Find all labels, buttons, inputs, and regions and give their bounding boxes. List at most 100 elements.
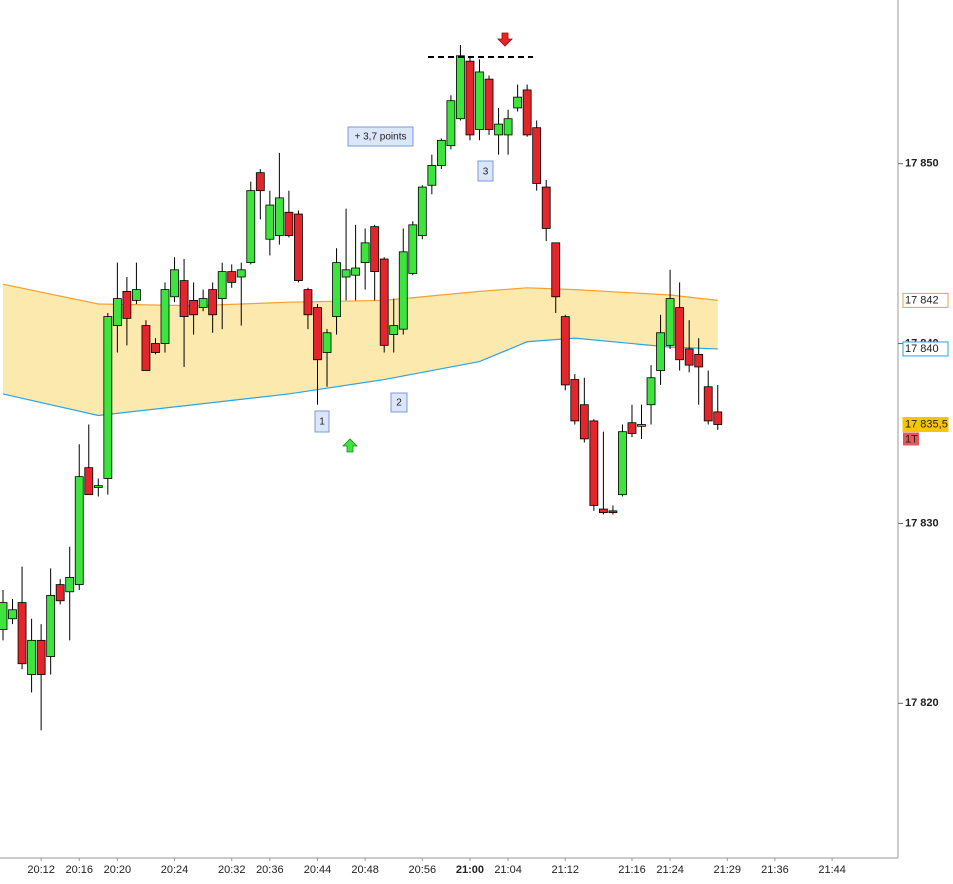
candle-body	[665, 298, 675, 346]
candle-body	[341, 269, 351, 278]
candle-body	[522, 89, 532, 136]
marker-label: 1	[319, 417, 325, 428]
y-tick-label: 17 820	[905, 697, 939, 709]
x-tick-label: 21:12	[552, 864, 580, 876]
candle-body	[608, 510, 618, 514]
candle-body	[65, 576, 75, 593]
candle-body	[398, 251, 408, 330]
candle-body	[112, 298, 122, 326]
candle-body	[246, 190, 256, 264]
candle-body	[436, 139, 446, 166]
x-tick-label: 20:12	[27, 864, 55, 876]
candle-body	[74, 476, 84, 585]
candle-body	[598, 508, 608, 514]
candle-body	[360, 242, 370, 264]
ma-band	[3, 284, 718, 416]
price-tag-label: 17 842	[905, 294, 939, 306]
candle-body	[151, 343, 160, 353]
candle-body	[265, 204, 275, 240]
candle-body	[17, 602, 27, 665]
candle-body	[274, 197, 284, 237]
candle-body	[236, 269, 246, 278]
x-tick-label: 20:36	[256, 864, 284, 876]
candle-body	[446, 100, 456, 147]
y-tick-label: 17 850	[905, 158, 939, 170]
candle-body	[84, 467, 94, 496]
candle-body	[294, 213, 303, 282]
candle-layer	[0, 44, 723, 731]
candle-body	[179, 280, 189, 317]
axis-layer: 17 850 17 840 17 830 17 820 20:12 20:16 20:20 2…	[27, 158, 949, 876]
x-tick-label: 20:24	[161, 864, 189, 876]
candle-body	[589, 420, 599, 506]
candle-body	[208, 289, 218, 316]
candle-body	[284, 211, 294, 237]
marker-box	[390, 392, 408, 413]
candle-body	[36, 639, 46, 675]
price-tag-label: 17 840	[905, 343, 939, 355]
candle-body	[46, 594, 56, 657]
candle-body	[570, 379, 580, 422]
candle-body	[141, 325, 151, 371]
x-tick-label: 20:44	[304, 864, 332, 876]
candle-body	[351, 267, 361, 276]
x-tick-label: 21:24	[656, 864, 684, 876]
marker-box	[314, 410, 330, 433]
candle-body	[618, 431, 627, 496]
candle-body	[417, 186, 427, 237]
candle-body	[427, 165, 437, 186]
sell-arrow	[497, 32, 513, 47]
candle-body	[198, 298, 208, 308]
band-layer	[2, 283, 718, 417]
candle-body	[103, 316, 113, 479]
x-tick-label: 21:29	[714, 864, 742, 876]
candle-body	[322, 332, 332, 353]
candle-body	[332, 262, 341, 317]
candle-body	[627, 422, 637, 434]
candle-body	[389, 325, 399, 335]
candle-body	[484, 78, 494, 130]
candle-body	[93, 485, 103, 488]
buy-arrow	[342, 438, 358, 453]
x-tick-label: 20:56	[409, 864, 437, 876]
x-tick-label: 21:44	[818, 864, 846, 876]
candle-body	[313, 307, 322, 361]
candle-body	[656, 332, 665, 371]
marker-box	[477, 160, 494, 182]
x-tick-label: 20:20	[104, 864, 132, 876]
y-tick-label: 17 830	[905, 517, 939, 529]
period-tag	[903, 432, 919, 446]
candle-body	[122, 290, 132, 319]
candle-body	[713, 411, 723, 425]
candle-body	[684, 348, 694, 366]
candle-body	[189, 299, 199, 316]
price-tag	[902, 417, 949, 433]
ma-upper-line	[2, 283, 718, 307]
candle-body	[675, 307, 685, 361]
candle-body	[408, 224, 418, 274]
candle-body	[55, 584, 65, 602]
candle-body	[513, 96, 523, 109]
candle-body	[370, 226, 380, 273]
candle-body	[379, 258, 389, 346]
x-tick-label: 20:48	[351, 864, 379, 876]
candle-body	[303, 289, 313, 316]
candle-body	[494, 123, 503, 136]
candle-body	[170, 269, 179, 298]
x-tick-label: 20:16	[65, 864, 93, 876]
candle-body	[503, 118, 513, 136]
candle-body	[637, 424, 646, 427]
candle-body	[465, 60, 475, 136]
candle-body	[456, 55, 465, 120]
ma-lower-line	[2, 337, 718, 417]
marker-label: 2	[396, 398, 402, 409]
candle-body	[560, 316, 570, 386]
period-label: 1T	[905, 433, 918, 445]
x-tick-label: 21:36	[761, 864, 789, 876]
x-tick-label: 21:04	[494, 864, 522, 876]
candle-body	[27, 639, 36, 675]
candle-body	[541, 186, 551, 229]
candle-body	[551, 242, 561, 298]
